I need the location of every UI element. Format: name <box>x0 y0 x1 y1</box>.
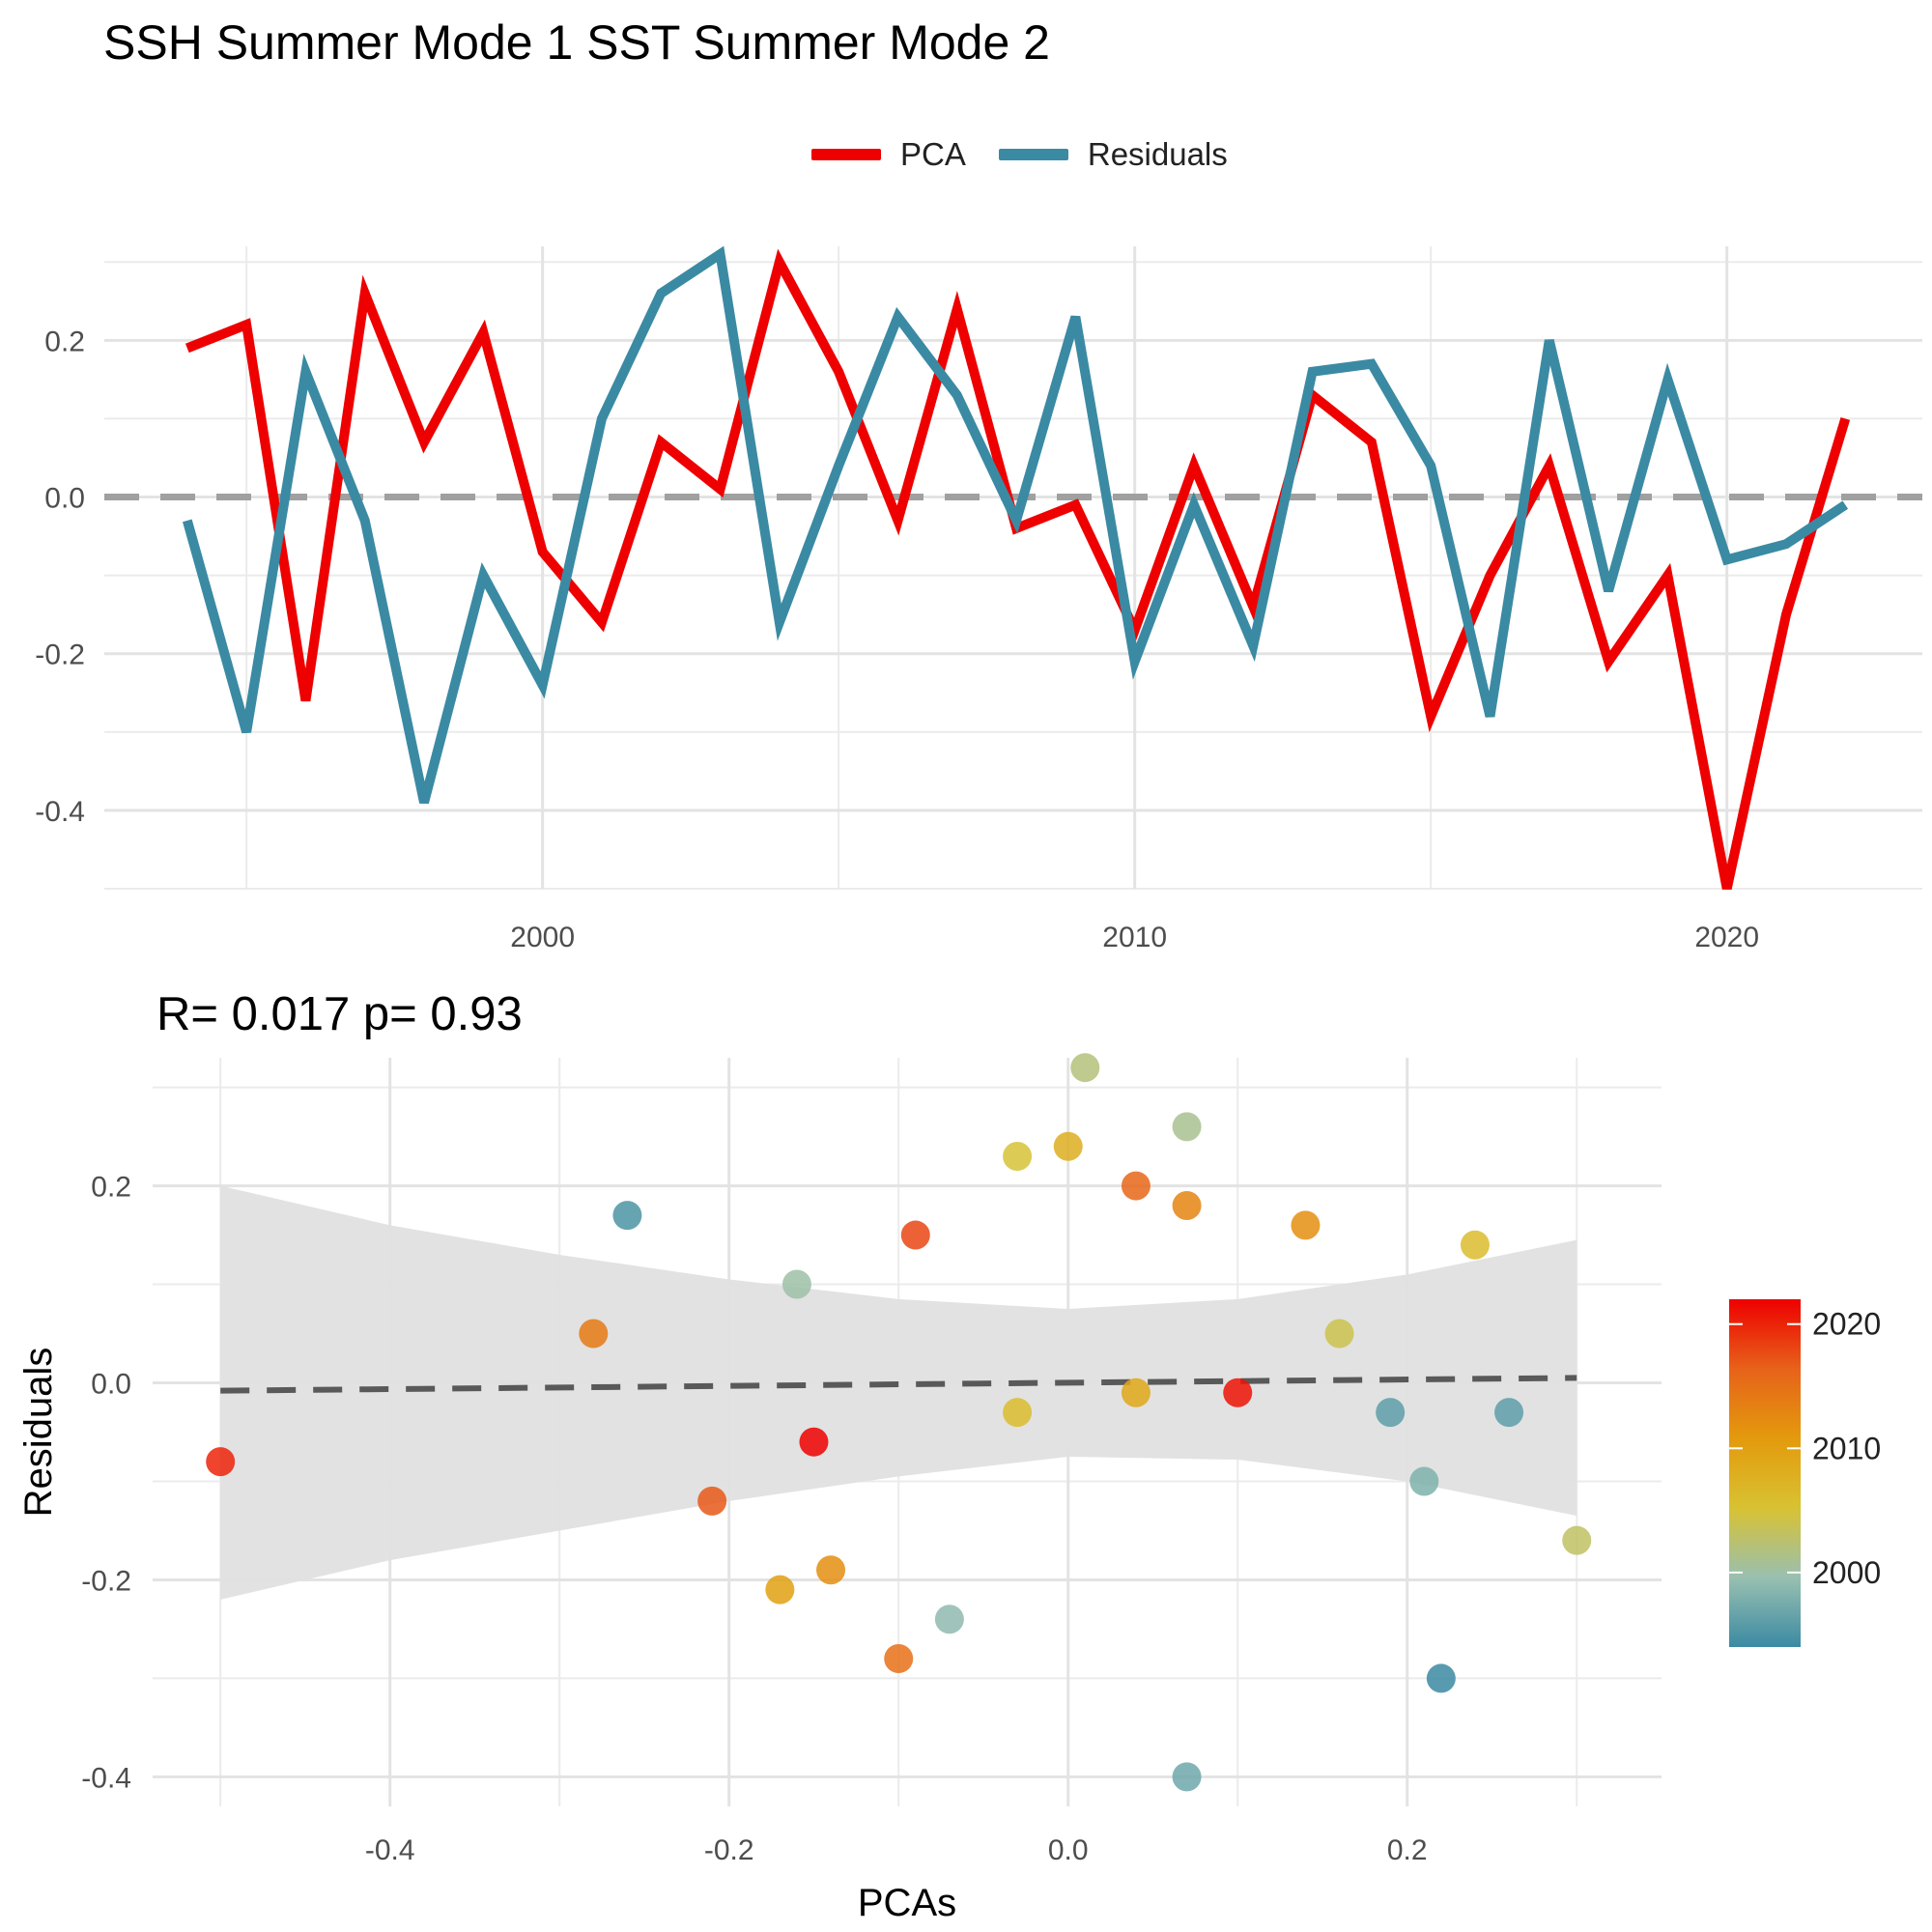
scatter-chart: -0.4 -0.2 0.0 0.2 -0.4 -0.2 0.0 0.2 PCAs Residual… <box>17 1053 1881 1924</box>
colorbar-label: 2010 <box>1812 1431 1881 1465</box>
series-line-residuals <box>183 245 1849 805</box>
scatter-point <box>781 1269 811 1299</box>
colorbar-label: 2020 <box>1812 1307 1881 1342</box>
y-tick-label: 0.2 <box>44 326 85 357</box>
scatter-point <box>1121 1171 1151 1201</box>
scatter-point <box>884 1644 914 1674</box>
x-axis-title: PCAs <box>858 1882 956 1924</box>
legend-key-residuals <box>998 149 1068 160</box>
regression-line <box>220 1375 1577 1394</box>
y-tick-label: -0.4 <box>81 1762 131 1794</box>
scatter-point <box>697 1486 727 1516</box>
scatter-point <box>1172 1190 1202 1220</box>
scatter-point <box>1291 1210 1321 1240</box>
x-tick-label: 0.2 <box>1387 1834 1428 1866</box>
scatter-point <box>206 1447 236 1477</box>
legend-item-pca: PCA <box>811 136 966 173</box>
scatter-point <box>1223 1378 1253 1407</box>
scatter-point <box>1460 1230 1490 1260</box>
scatter-point <box>934 1605 964 1634</box>
scatter-point <box>1003 1398 1033 1428</box>
scatter-point <box>1324 1319 1354 1349</box>
line-legend: PCA Residuals <box>811 130 1228 179</box>
x-tick-label: 2010 <box>1102 922 1167 953</box>
y-tick-label: -0.4 <box>35 796 85 828</box>
x-tick-label: 2000 <box>510 922 575 953</box>
x-tick-label: 0.0 <box>1048 1834 1089 1866</box>
scatter-point <box>1562 1525 1592 1555</box>
colorbar-label: 2000 <box>1812 1555 1881 1590</box>
legend-label-residuals: Residuals <box>1087 136 1228 172</box>
scatter-point <box>1426 1663 1456 1693</box>
legend-item-residuals: Residuals <box>998 136 1228 173</box>
y-tick-label: -0.2 <box>35 639 85 671</box>
scatter-point <box>1121 1378 1151 1407</box>
scatter-point <box>816 1555 846 1585</box>
y-tick-label: -0.2 <box>81 1565 131 1597</box>
colorbar <box>1729 1299 1801 1647</box>
scatter-subtitle: R= 0.017 p= 0.93 <box>156 988 523 1040</box>
scatter-point <box>799 1427 829 1457</box>
scatter-point <box>1409 1466 1439 1496</box>
y-tick-label: 0.0 <box>44 483 85 515</box>
scatter-point <box>900 1220 930 1250</box>
figure-title: SSH Summer Mode 1 SST Summer Mode 2 <box>103 15 1050 70</box>
x-tick-label: -0.4 <box>365 1834 415 1866</box>
y-axis-title: Residuals <box>17 1348 60 1518</box>
legend-label-pca: PCA <box>900 136 966 172</box>
x-tick-label: 2020 <box>1694 922 1759 953</box>
confidence-band <box>220 1185 1577 1600</box>
scatter-point <box>1172 1762 1202 1792</box>
scatter-point <box>579 1319 609 1349</box>
scatter-point <box>765 1575 795 1605</box>
scatter-point <box>1494 1398 1524 1428</box>
x-tick-label: -0.2 <box>704 1834 754 1866</box>
y-tick-label: 0.2 <box>91 1172 131 1204</box>
y-tick-label: 0.0 <box>91 1369 131 1401</box>
legend-key-pca <box>811 149 881 160</box>
scatter-point <box>612 1201 642 1231</box>
scatter-point <box>1053 1131 1083 1161</box>
scatter-point <box>1376 1398 1406 1428</box>
scatter-point <box>1070 1053 1100 1083</box>
scatter-point <box>1003 1141 1033 1171</box>
line-chart: -0.4 -0.2 0.0 0.2 2000 2010 2020 <box>35 245 1922 953</box>
scatter-point <box>1172 1112 1202 1142</box>
